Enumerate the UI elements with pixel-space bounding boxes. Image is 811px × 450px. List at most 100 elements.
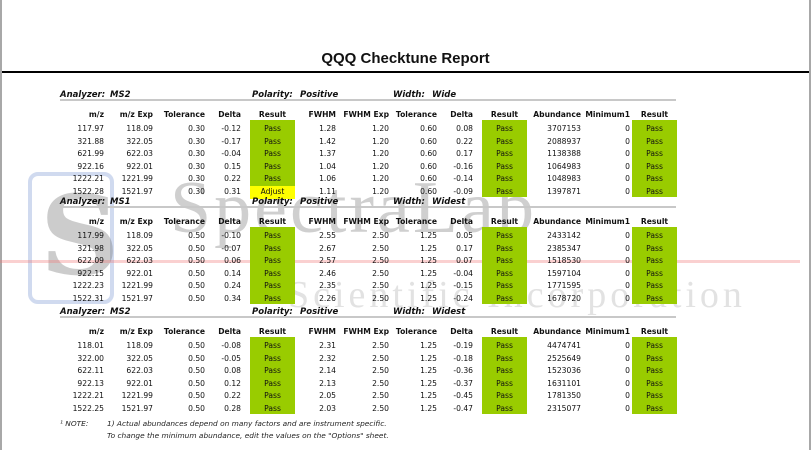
cell-minimum: 0 <box>625 124 630 133</box>
cell-fwhm: 2.32 <box>319 353 336 363</box>
cell-mz-exp: 118.09 <box>126 231 153 240</box>
cell-fwhm-delta: -0.47 <box>453 404 473 413</box>
section-1: Analyzer: MS2 Polarity: Positive Width: Wide m… <box>0 90 811 210</box>
cell-mz-exp: 118.09 <box>126 124 153 133</box>
cell-abundance: 2525649 <box>547 353 581 363</box>
cell-fwhm-delta: 0.17 <box>456 243 473 253</box>
result-column-fill <box>482 120 527 197</box>
cell-mz-exp: 1521.97 <box>121 187 153 196</box>
column-header-result: Result <box>258 110 287 119</box>
column-header-mz-exp: m/z Exp <box>119 110 153 119</box>
cell-mz: 622.09 <box>77 256 104 266</box>
cell-mz: 1522.28 <box>72 187 104 196</box>
status-badge: Adjust <box>250 186 295 199</box>
cell-tolerance: 0.50 <box>188 366 205 376</box>
cell-abundance: 1631101 <box>547 378 581 388</box>
cell-fwhm: 2.57 <box>319 256 336 266</box>
status-badge: Pass <box>264 294 281 303</box>
cell-abundance: 1048983 <box>547 174 581 184</box>
cell-minimum: 0 <box>625 294 630 303</box>
status-badge: Pass <box>264 161 281 171</box>
status-badge: Pass <box>264 231 281 240</box>
status-badge: Pass <box>496 378 513 388</box>
column-header-fwhm-delta: Delta <box>450 217 473 226</box>
cell-fwhm-tolerance: 0.60 <box>420 161 437 171</box>
cell-fwhm-delta: -0.15 <box>453 281 473 291</box>
result-column-fill <box>632 337 677 414</box>
cell-fwhm: 2.05 <box>319 391 336 401</box>
cell-mz-exp: 922.01 <box>126 268 153 278</box>
cell-fwhm-tolerance: 0.60 <box>420 149 437 159</box>
cell-fwhm-exp: 2.50 <box>372 294 389 303</box>
cell-fwhm-tolerance: 1.25 <box>420 281 437 291</box>
cell-minimum: 0 <box>625 243 630 253</box>
cell-abundance: 2433142 <box>547 231 581 240</box>
cell-minimum: 0 <box>625 404 630 413</box>
cell-mz-exp: 622.03 <box>126 256 153 266</box>
status-badge: Pass <box>264 256 281 266</box>
status-badge: Pass <box>264 341 281 350</box>
cell-fwhm-tolerance: 1.25 <box>420 243 437 253</box>
cell-minimum: 0 <box>625 256 630 266</box>
cell-fwhm: 1.37 <box>319 149 336 159</box>
column-header-fwhm-exp: FWHM Exp <box>343 327 389 336</box>
status-badge: Pass <box>264 391 281 401</box>
cell-fwhm-delta: -0.14 <box>453 174 473 184</box>
cell-fwhm-delta: -0.36 <box>453 366 473 376</box>
cell-minimum: 0 <box>625 341 630 350</box>
cell-abundance: 2385347 <box>547 243 581 253</box>
column-header-abundance: Abundance <box>533 327 581 336</box>
cell-mz-exp: 622.03 <box>126 149 153 159</box>
cell-mz-exp: 622.03 <box>126 366 153 376</box>
cell-mz: 321.88 <box>77 136 104 146</box>
status-badge: Pass <box>646 378 663 388</box>
column-header-minimum: Minimum1 <box>585 110 630 119</box>
title-divider <box>2 71 809 73</box>
column-header-mz-exp: m/z Exp <box>119 217 153 226</box>
column-header-abundance-result: Result <box>640 110 669 119</box>
cell-abundance: 1518530 <box>547 256 581 266</box>
cell-fwhm: 1.11 <box>319 187 336 196</box>
cell-abundance: 4474741 <box>547 341 581 350</box>
status-badge: Pass <box>264 149 281 159</box>
cell-fwhm-tolerance: 1.25 <box>420 353 437 363</box>
cell-fwhm-delta: -0.16 <box>453 161 473 171</box>
cell-minimum: 0 <box>625 353 630 363</box>
note-label: ¹ NOTE: <box>60 419 89 428</box>
cell-fwhm-exp: 1.20 <box>372 187 389 196</box>
cell-fwhm-tolerance: 1.25 <box>420 256 437 266</box>
cell-abundance: 1523036 <box>547 366 581 376</box>
page-border-left <box>0 0 2 450</box>
cell-delta: 0.08 <box>224 366 241 376</box>
status-badge: Pass <box>646 174 663 184</box>
column-header-mz-exp: m/z Exp <box>119 327 153 336</box>
cell-fwhm: 2.03 <box>319 404 336 413</box>
cell-fwhm-exp: 2.50 <box>372 353 389 363</box>
cell-minimum: 0 <box>625 378 630 388</box>
status-badge: Pass <box>646 136 663 146</box>
cell-delta: 0.24 <box>224 281 241 291</box>
column-header-delta: Delta <box>218 110 241 119</box>
column-header-delta: Delta <box>218 217 241 226</box>
cell-mz: 922.15 <box>77 268 104 278</box>
polarity-value: Positive <box>300 90 339 100</box>
cell-fwhm-tolerance: 1.25 <box>420 378 437 388</box>
status-badge: Pass <box>264 378 281 388</box>
status-badge: Pass <box>646 404 663 413</box>
status-badge: Pass <box>264 124 281 133</box>
cell-fwhm: 2.13 <box>319 378 336 388</box>
column-header-delta: Delta <box>218 327 241 336</box>
cell-mz-exp: 1521.97 <box>121 404 153 413</box>
cell-tolerance: 0.50 <box>188 378 205 388</box>
column-header-result: Result <box>258 327 287 336</box>
width-value: Widest <box>432 307 466 317</box>
cell-mz: 922.13 <box>77 378 104 388</box>
cell-mz-exp: 922.01 <box>126 161 153 171</box>
cell-tolerance: 0.50 <box>188 353 205 363</box>
column-header-abundance-result: Result <box>640 217 669 226</box>
cell-fwhm-exp: 2.50 <box>372 256 389 266</box>
status-badge: Pass <box>264 136 281 146</box>
result-column-fill <box>632 120 677 197</box>
cell-mz: 118.01 <box>77 341 104 350</box>
cell-mz: 922.16 <box>77 161 104 171</box>
